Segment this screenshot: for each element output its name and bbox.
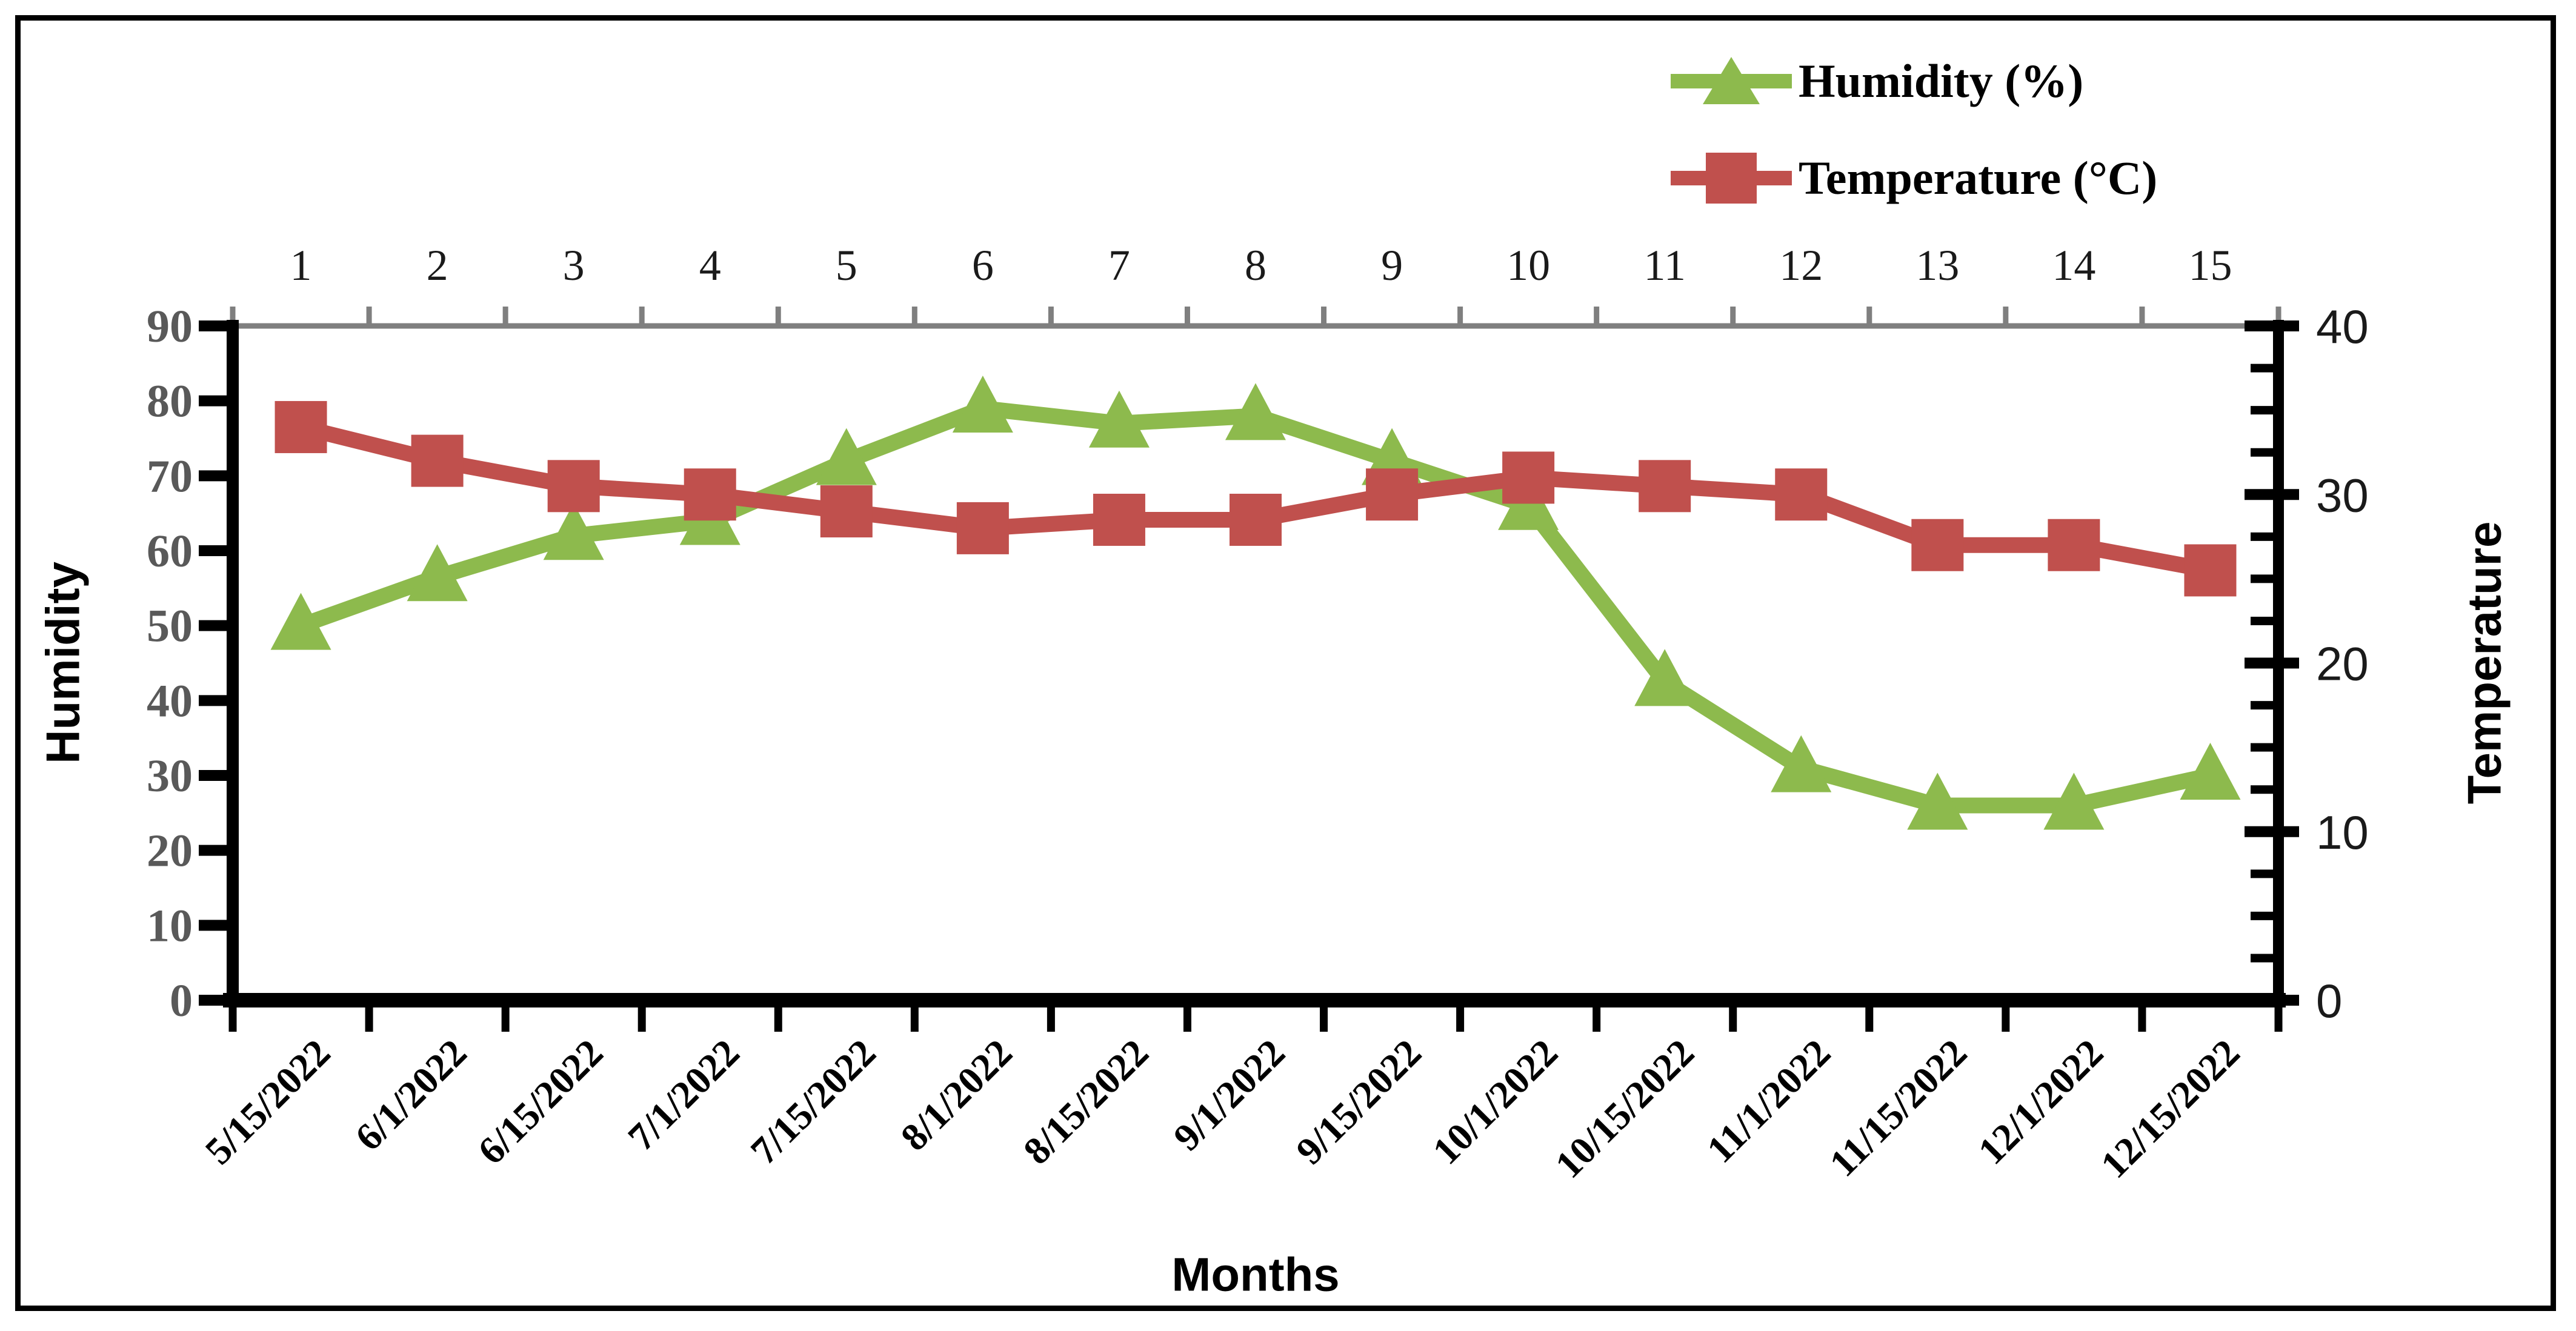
- humidity-point: [1907, 772, 1968, 830]
- right-axis-tick-label: 0: [2316, 974, 2342, 1027]
- temperature-point: [956, 502, 1009, 554]
- humidity-point: [952, 376, 1013, 433]
- x-axis-date-label: 8/15/2022: [1015, 1031, 1157, 1173]
- x-axis-date-label: 11/15/2022: [1821, 1031, 1975, 1185]
- temperature-point: [547, 460, 600, 513]
- humidity-point: [1771, 735, 1832, 792]
- top-axis-label: 10: [1506, 241, 1550, 290]
- temperature-point: [1911, 519, 1964, 571]
- humidity-point: [543, 503, 604, 560]
- x-axis-date-label: 9/15/2022: [1288, 1031, 1429, 1173]
- left-axis-tick-label: 30: [147, 751, 193, 802]
- x-axis-date-label: 7/1/2022: [620, 1031, 748, 1159]
- temperature-point: [1093, 493, 1145, 546]
- right-axis-title: Temperature: [2457, 521, 2511, 805]
- top-axis-label: 3: [563, 241, 585, 290]
- top-axis-label: 9: [1381, 241, 1403, 290]
- top-axis-label: 12: [1779, 241, 1823, 290]
- temperature-legend-marker-icon: [1671, 153, 1792, 204]
- x-axis-date-label: 9/1/2022: [1165, 1031, 1293, 1159]
- humidity-point: [407, 544, 468, 602]
- top-axis-label: 1: [290, 241, 312, 290]
- legend: Humidity (%) Temperature (°C): [1668, 52, 2157, 207]
- humidity-point: [1088, 390, 1150, 448]
- top-axis-label: 6: [972, 241, 994, 290]
- x-axis-date-label: 10/15/2022: [1547, 1031, 1702, 1186]
- x-axis-date-label: 6/1/2022: [347, 1031, 474, 1159]
- humidity-point: [1225, 383, 1286, 440]
- x-axis-date-label: 8/1/2022: [893, 1031, 1020, 1159]
- x-axis-date-label: 11/1/2022: [1699, 1031, 1839, 1171]
- left-axis-tick-label: 70: [147, 451, 193, 502]
- legend-item-humidity: Humidity (%): [1668, 52, 2157, 110]
- x-axis-date-label: 6/15/2022: [470, 1031, 611, 1173]
- legend-item-temperature: Temperature (°C): [1668, 149, 2157, 207]
- left-axis-tick-label: 10: [147, 900, 193, 951]
- left-axis-tick-label: 0: [170, 975, 193, 1026]
- legend-label-humidity: Humidity (%): [1799, 55, 2084, 107]
- legend-label-temperature: Temperature (°C): [1799, 151, 2158, 204]
- temperature-point: [1366, 468, 1419, 521]
- top-axis-label: 14: [2052, 241, 2095, 290]
- top-axis-label: 4: [699, 241, 721, 290]
- humidity-legend-marker-icon: [1671, 57, 1792, 104]
- humidity-point: [816, 428, 877, 485]
- temperature-point: [1502, 451, 1555, 504]
- temperature-point: [684, 468, 736, 521]
- x-axis-title: Months: [1171, 1247, 1340, 1301]
- outer-border: [15, 15, 2556, 1311]
- right-axis-tick-label: 20: [2316, 637, 2369, 691]
- top-axis-label: 2: [427, 241, 448, 290]
- x-axis-date-label: 12/1/2022: [1970, 1031, 2112, 1173]
- top-axis-label: 15: [2188, 241, 2232, 290]
- right-axis-tick-label: 40: [2316, 300, 2369, 353]
- top-axis-label: 13: [1915, 241, 1959, 290]
- right-axis-tick-label: 30: [2316, 468, 2369, 522]
- temperature-point: [1639, 460, 1691, 513]
- left-axis-title: Humidity: [36, 562, 90, 764]
- left-axis-tick-label: 50: [147, 601, 193, 652]
- temperature-point: [1230, 493, 1282, 546]
- top-axis-label: 11: [1644, 241, 1686, 290]
- top-axis-label: 8: [1245, 241, 1266, 290]
- temperature-point: [411, 434, 464, 487]
- temperature-point: [2184, 544, 2237, 597]
- x-axis-date-label: 10/1/2022: [1424, 1031, 1566, 1173]
- temperature-point: [1775, 468, 1828, 521]
- x-axis-date-label: 7/15/2022: [742, 1031, 884, 1173]
- left-axis-tick-label: 90: [147, 301, 193, 352]
- top-axis-label: 5: [836, 241, 857, 290]
- temperature-point: [275, 400, 327, 453]
- temperature-point: [2048, 519, 2100, 571]
- left-axis-tick-label: 20: [147, 826, 193, 877]
- left-axis-tick-label: 40: [147, 675, 193, 726]
- top-axis-label: 7: [1108, 241, 1130, 290]
- left-axis-tick-label: 80: [147, 376, 193, 427]
- left-axis-tick-label: 60: [147, 526, 193, 577]
- temperature-point: [820, 485, 873, 538]
- right-axis-tick-label: 10: [2316, 806, 2369, 859]
- humidity-point: [2043, 772, 2105, 830]
- x-axis-date-label: 12/15/2022: [2092, 1031, 2248, 1186]
- humidity-point: [270, 592, 331, 650]
- x-axis-date-label: 5/15/2022: [197, 1031, 339, 1173]
- humidity-point: [2180, 743, 2241, 800]
- humidity-point: [1634, 649, 1696, 706]
